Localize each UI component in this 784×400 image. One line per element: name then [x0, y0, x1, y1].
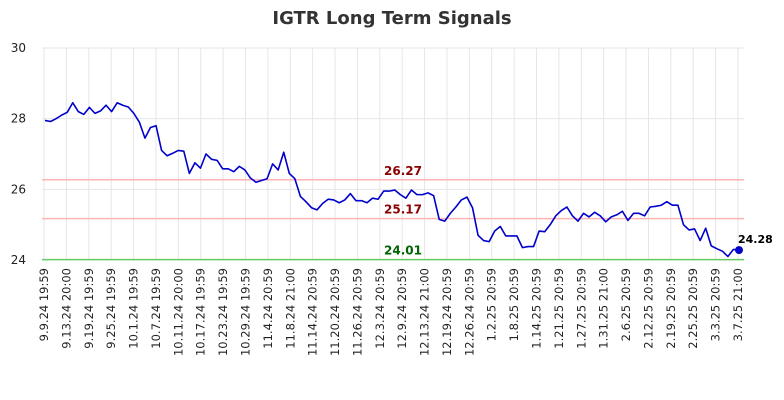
x-tick-label: 11.20.24 20:59 [328, 268, 342, 356]
x-tick-label: 10.1.24 19:59 [127, 268, 141, 349]
x-tick-label: 11.26.24 20:59 [350, 268, 364, 356]
x-tick-label: 10.23.24 19:59 [216, 268, 230, 356]
x-tick-label: 12.9.24 20:59 [395, 268, 409, 349]
x-tick-label: 10.11.24 20:00 [171, 268, 185, 356]
x-tick-label: 1.14.25 20:59 [530, 268, 544, 349]
y-tick-label: 28 [11, 112, 26, 126]
x-tick-label: 9.25.24 19:59 [104, 268, 118, 349]
x-tick-label: 9.9.24 19:59 [37, 268, 51, 341]
x-tick-label: 11.4.24 20:59 [261, 268, 275, 349]
x-tick-label: 9.19.24 19:59 [82, 268, 96, 349]
x-tick-label: 2.12.25 20:59 [641, 268, 655, 349]
x-tick-label: 1.21.25 20:59 [552, 268, 566, 349]
y-tick-label: 26 [11, 182, 26, 196]
series-line [44, 101, 740, 258]
x-tick-label: 12.13.24 21:00 [418, 268, 432, 356]
x-tick-label: 3.3.25 20:59 [709, 268, 723, 341]
x-tick-label: 3.7.25 21:00 [731, 268, 745, 341]
chart-title: IGTR Long Term Signals [272, 8, 512, 29]
x-tick-label: 2.6.25 20:59 [619, 268, 633, 341]
x-tick-label: 1.27.25 20:59 [574, 268, 588, 349]
last-point-marker [735, 246, 743, 255]
x-tick-label: 10.29.24 19:59 [238, 268, 252, 356]
x-tick-label: 1.31.25 21:00 [597, 268, 611, 349]
x-tick-label: 9.13.24 20:00 [59, 268, 73, 349]
reference-line-label: 25.17 [384, 203, 422, 217]
x-tick-label: 11.14.24 20:59 [306, 268, 320, 356]
last-point-label: 24.28 [738, 233, 773, 246]
x-tick-label: 12.26.24 20:59 [462, 268, 476, 356]
x-tick-label: 2.25.25 20:59 [686, 268, 700, 349]
y-tick-label: 30 [11, 41, 26, 55]
x-tick-label: 10.17.24 19:59 [194, 268, 208, 356]
reference-line-label: 24.01 [384, 244, 422, 258]
x-tick-label: 2.19.25 20:59 [664, 268, 678, 349]
x-tick-label: 1.8.25 20:59 [507, 268, 521, 341]
x-tick-label: 11.8.24 21:00 [283, 268, 297, 349]
x-tick-label: 12.3.24 20:59 [373, 268, 387, 349]
x-tick-label: 10.7.24 19:59 [149, 268, 163, 349]
reference-line-label: 26.27 [384, 164, 422, 178]
y-tick-label: 24 [11, 253, 26, 267]
x-tick-label: 12.19.24 20:59 [440, 268, 454, 356]
x-tick-label: 1.2.25 20:59 [485, 268, 499, 341]
